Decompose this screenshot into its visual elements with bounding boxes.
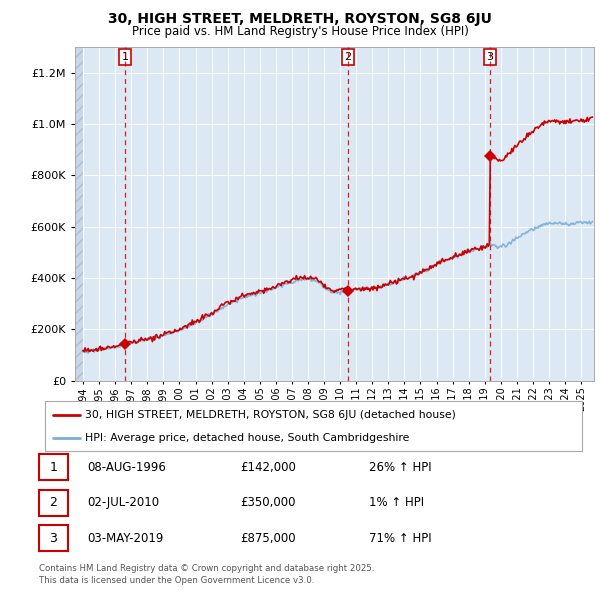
Text: 26% ↑ HPI: 26% ↑ HPI xyxy=(369,461,431,474)
Text: 2: 2 xyxy=(49,496,58,509)
Text: Contains HM Land Registry data © Crown copyright and database right 2025.: Contains HM Land Registry data © Crown c… xyxy=(39,565,374,573)
Text: 03-MAY-2019: 03-MAY-2019 xyxy=(87,532,163,545)
Text: 71% ↑ HPI: 71% ↑ HPI xyxy=(369,532,431,545)
Text: 1: 1 xyxy=(121,52,128,62)
Text: 3: 3 xyxy=(487,52,494,62)
Text: This data is licensed under the Open Government Licence v3.0.: This data is licensed under the Open Gov… xyxy=(39,576,314,585)
Text: 2: 2 xyxy=(344,52,352,62)
Text: 1% ↑ HPI: 1% ↑ HPI xyxy=(369,496,424,509)
Text: £875,000: £875,000 xyxy=(240,532,296,545)
Text: HPI: Average price, detached house, South Cambridgeshire: HPI: Average price, detached house, Sout… xyxy=(85,433,410,443)
Text: 30, HIGH STREET, MELDRETH, ROYSTON, SG8 6JU: 30, HIGH STREET, MELDRETH, ROYSTON, SG8 … xyxy=(108,12,492,27)
Text: 30, HIGH STREET, MELDRETH, ROYSTON, SG8 6JU (detached house): 30, HIGH STREET, MELDRETH, ROYSTON, SG8 … xyxy=(85,410,456,420)
Bar xyxy=(75,47,83,381)
Text: Price paid vs. HM Land Registry's House Price Index (HPI): Price paid vs. HM Land Registry's House … xyxy=(131,25,469,38)
Text: 3: 3 xyxy=(49,532,58,545)
Text: 08-AUG-1996: 08-AUG-1996 xyxy=(87,461,166,474)
Text: £350,000: £350,000 xyxy=(240,496,296,509)
Text: 1: 1 xyxy=(49,461,58,474)
Text: £142,000: £142,000 xyxy=(240,461,296,474)
Text: 02-JUL-2010: 02-JUL-2010 xyxy=(87,496,159,509)
